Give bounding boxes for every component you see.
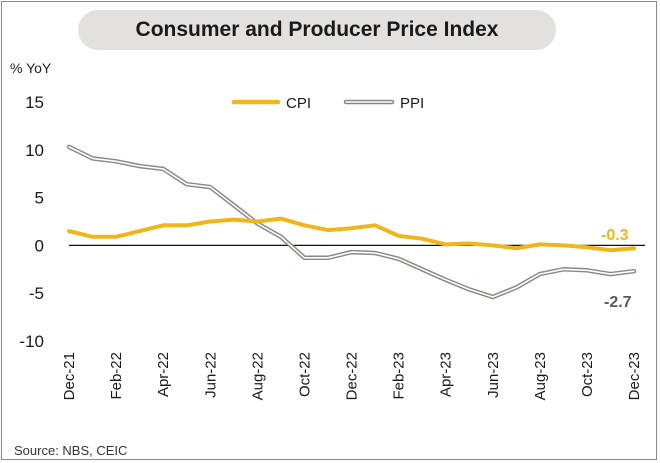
- x-tick-label: Oct-22: [296, 352, 313, 397]
- x-tick-label: Feb-23: [391, 352, 408, 400]
- ppi-end-label: -2.7: [604, 294, 632, 311]
- chart-title: Consumer and Producer Price Index: [135, 18, 499, 41]
- source-note: Source: NBS, CEIC: [14, 443, 128, 458]
- ppi-series-line-inner: [68, 146, 635, 298]
- x-tick-label: Aug-23: [532, 352, 549, 400]
- cpi-legend-label: CPI: [286, 95, 311, 112]
- cpi-end-label: -0.3: [601, 227, 629, 244]
- y-tick-label: -5: [29, 284, 44, 303]
- ppi-series-line: [66, 144, 637, 300]
- x-tick-label: Jun-23: [485, 352, 502, 398]
- y-tick-label: -10: [19, 332, 44, 351]
- x-tick-label: Apr-23: [438, 352, 455, 397]
- y-tick-label: 5: [35, 189, 44, 208]
- x-tick-label: Apr-22: [155, 352, 172, 397]
- ppi-legend-label: PPI: [400, 95, 424, 112]
- y-tick-label: 0: [35, 236, 44, 255]
- cpi-series-line: [67, 216, 636, 253]
- x-tick-label: Aug-22: [249, 352, 266, 400]
- x-tick-label: Dec-21: [61, 352, 78, 400]
- y-tick-label: 15: [25, 93, 44, 112]
- y-axis-unit-label: % YoY: [10, 60, 52, 76]
- x-tick-label: Jun-22: [202, 352, 219, 398]
- x-tick-label: Dec-23: [626, 352, 643, 400]
- x-tick-label: Oct-23: [579, 352, 596, 397]
- x-tick-label: Dec-22: [344, 352, 361, 400]
- chart-title-pill: Consumer and Producer Price Index: [78, 10, 556, 50]
- x-tick-label: Feb-22: [108, 352, 125, 400]
- y-tick-label: 10: [25, 141, 44, 160]
